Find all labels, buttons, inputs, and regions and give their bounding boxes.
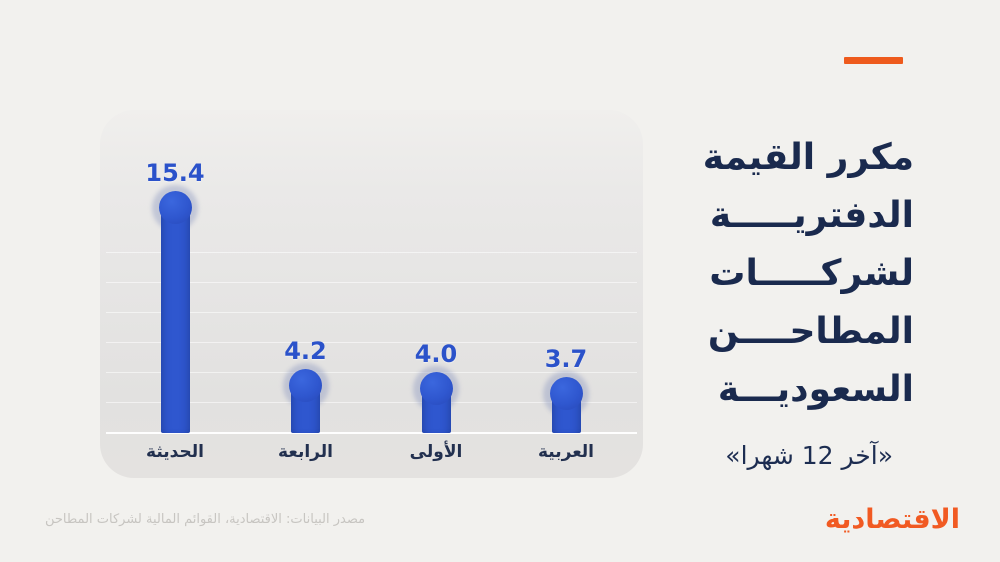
x-axis-line bbox=[106, 432, 637, 434]
gridline bbox=[106, 342, 637, 343]
chart-title-line: لشركـــــات bbox=[709, 253, 914, 294]
bar-knob bbox=[419, 372, 453, 406]
gridline bbox=[106, 312, 637, 313]
bar-stem bbox=[160, 207, 190, 433]
chart-title-line: المطاحــــن bbox=[707, 311, 914, 352]
chart-subtitle: «آخر 12 شهرا» bbox=[725, 441, 893, 470]
category-label: الرابعة bbox=[278, 442, 333, 462]
value-label: 15.4 bbox=[145, 158, 205, 187]
bar-knob bbox=[289, 369, 322, 403]
chart-panel: 15.4 الحديثة 4.2 الرابعة 4.0 الأولى 3.7 العربية bbox=[100, 110, 643, 478]
value-label: 4.0 bbox=[414, 339, 458, 368]
chart-title: مكرر القيمة الدفتريـــــة لشركـــــات ال… bbox=[594, 129, 914, 419]
source-note: مصدر البيانات: الاقتصادية، القوائم المال… bbox=[45, 512, 366, 527]
gridline bbox=[106, 282, 637, 283]
gridline bbox=[106, 252, 637, 253]
chart-title-line: السعوديـــة bbox=[717, 369, 914, 410]
category-label: العربية bbox=[537, 442, 594, 462]
bar-knob bbox=[549, 377, 583, 411]
accent-dash bbox=[844, 57, 903, 64]
gridline bbox=[106, 372, 637, 373]
bar-knob bbox=[158, 191, 192, 225]
value-label: 4.2 bbox=[284, 336, 327, 365]
category-label: الأولى bbox=[409, 442, 463, 462]
chart-title-line: الدفتريـــــة bbox=[709, 195, 914, 236]
category-label: الحديثة bbox=[146, 442, 204, 462]
value-label: 3.7 bbox=[544, 344, 588, 373]
brand-logo: الاقتصادية bbox=[824, 504, 961, 535]
gridline bbox=[106, 402, 637, 403]
chart-title-line: مكرر القيمة bbox=[702, 137, 914, 178]
